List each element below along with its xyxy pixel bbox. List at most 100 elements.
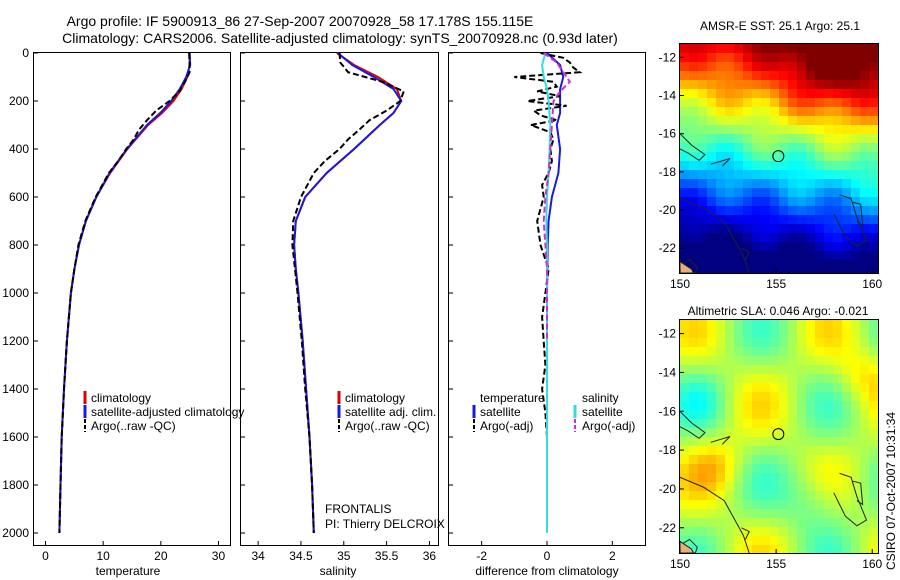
heatmap-cell bbox=[869, 107, 878, 117]
heatmap-cell bbox=[851, 125, 861, 135]
heatmap-cell bbox=[797, 518, 807, 528]
heatmap-cell bbox=[761, 62, 771, 72]
map-y-tick-label: -22 bbox=[659, 241, 677, 255]
heatmap-cell bbox=[833, 473, 843, 483]
heatmap-cell bbox=[725, 356, 735, 366]
heatmap-cell bbox=[842, 527, 852, 537]
heatmap-cell bbox=[761, 260, 771, 270]
heatmap-cell bbox=[860, 500, 870, 510]
heatmap-cell bbox=[716, 80, 726, 90]
land-patch bbox=[680, 540, 695, 553]
heatmap-cell bbox=[842, 152, 852, 162]
x-tick-label: 34.5 bbox=[289, 549, 313, 563]
heatmap-cell bbox=[761, 224, 771, 234]
heatmap-cell bbox=[779, 107, 789, 117]
heatmap-cell bbox=[797, 179, 807, 189]
pi-program: FRONTALIS bbox=[325, 502, 391, 516]
heatmap-cell bbox=[860, 419, 870, 429]
heatmap-cell bbox=[833, 134, 843, 144]
heatmap-cell bbox=[806, 545, 816, 553]
heatmap-cell bbox=[752, 134, 762, 144]
heatmap-cell bbox=[743, 152, 753, 162]
heatmap-cell bbox=[797, 242, 807, 252]
heatmap-cell bbox=[788, 401, 798, 411]
heatmap-cell bbox=[869, 428, 878, 438]
heatmap-cell bbox=[788, 473, 798, 483]
heatmap-cell bbox=[851, 428, 861, 438]
heatmap-cell bbox=[797, 428, 807, 438]
heatmap-cell bbox=[707, 179, 717, 189]
heatmap-cell bbox=[779, 116, 789, 126]
heatmap-cell bbox=[734, 44, 744, 54]
heatmap-cell bbox=[716, 374, 726, 384]
heatmap-cell bbox=[725, 446, 735, 456]
heatmap-cell bbox=[779, 53, 789, 63]
heatmap-cell bbox=[761, 80, 771, 90]
heatmap-cell bbox=[761, 188, 771, 198]
series-line-salinity-argo-adj- bbox=[542, 52, 572, 341]
heatmap-cell bbox=[869, 251, 878, 261]
heatmap-cell bbox=[752, 71, 762, 81]
heatmap-cell bbox=[779, 365, 789, 375]
x-tick-label: -2 bbox=[476, 549, 487, 563]
heatmap-cell bbox=[743, 455, 753, 465]
heatmap-cell bbox=[779, 260, 789, 270]
map-y-tick-label: -18 bbox=[659, 165, 677, 179]
map-y-tick-label: -14 bbox=[659, 89, 677, 103]
heatmap-cell bbox=[779, 320, 789, 330]
heatmap-cell bbox=[761, 269, 771, 273]
heatmap-cell bbox=[833, 446, 843, 456]
heatmap-cell bbox=[689, 347, 699, 357]
heatmap-cell bbox=[707, 446, 717, 456]
heatmap-cell bbox=[806, 269, 816, 273]
heatmap-cell bbox=[698, 134, 708, 144]
heatmap-cell bbox=[743, 365, 753, 375]
heatmap-cell bbox=[761, 491, 771, 501]
salinity-axes-frame bbox=[240, 52, 439, 546]
heatmap-cell bbox=[788, 170, 798, 180]
heatmap-cell bbox=[770, 383, 780, 393]
heatmap-cell bbox=[707, 374, 717, 384]
heatmap-cell bbox=[707, 125, 717, 135]
heatmap-cell bbox=[860, 428, 870, 438]
heatmap-cell bbox=[824, 437, 834, 447]
pi-name: PI: Thierry DELCROIX bbox=[325, 517, 445, 531]
heatmap-cell bbox=[815, 329, 825, 339]
heatmap-cell bbox=[752, 215, 762, 225]
heatmap-cell bbox=[824, 269, 834, 273]
heatmap-cell bbox=[680, 464, 690, 474]
heatmap-cell bbox=[851, 206, 861, 216]
heatmap-cell bbox=[860, 455, 870, 465]
heatmap-cell bbox=[851, 329, 861, 339]
sst-map-title: AMSR-E SST: 25.1 Argo: 25.1 bbox=[700, 19, 860, 33]
heatmap-cell bbox=[716, 464, 726, 474]
y-tick-label: 2000 bbox=[2, 526, 29, 540]
heatmap-cell bbox=[716, 338, 726, 348]
heatmap-cell bbox=[725, 98, 735, 108]
heatmap-cell bbox=[788, 71, 798, 81]
heatmap-cell bbox=[860, 473, 870, 483]
heatmap-cell bbox=[779, 473, 789, 483]
heatmap-cell bbox=[788, 242, 798, 252]
x-tick-label: 36 bbox=[423, 549, 437, 563]
heatmap-cell bbox=[689, 233, 699, 243]
heatmap-cell bbox=[716, 527, 726, 537]
heatmap-cell bbox=[788, 428, 798, 438]
heatmap-cell bbox=[815, 356, 825, 366]
heatmap-cell bbox=[698, 53, 708, 63]
heatmap-cell bbox=[869, 134, 878, 144]
heatmap-cell bbox=[869, 116, 878, 126]
heatmap-cell bbox=[779, 464, 789, 474]
heatmap-cell bbox=[770, 509, 780, 519]
heatmap-cell bbox=[806, 320, 816, 330]
heatmap-cell bbox=[734, 53, 744, 63]
heatmap-cell bbox=[851, 152, 861, 162]
heatmap-cell bbox=[698, 188, 708, 198]
heatmap-cell bbox=[689, 143, 699, 153]
heatmap-cell bbox=[725, 125, 735, 135]
heatmap-cell bbox=[770, 152, 780, 162]
heatmap-cell bbox=[743, 527, 753, 537]
heatmap-cell bbox=[779, 161, 789, 171]
heatmap-cell bbox=[824, 500, 834, 510]
heatmap-cell bbox=[806, 410, 816, 420]
